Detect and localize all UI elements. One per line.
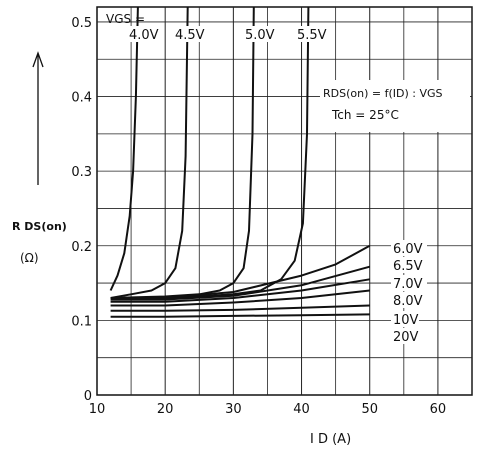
tick-labels: 10 20 30 40 50 60 0 0.1 0.2 0.3 0.4 0.5 — [71, 16, 446, 417]
series-line — [110, 313, 370, 318]
series-label-bg — [391, 292, 427, 308]
series-line — [110, 6, 255, 299]
series-label: 8.0V — [393, 294, 423, 309]
y-tick-label: 0.2 — [71, 240, 92, 255]
series-label-bg — [391, 240, 427, 256]
series-line — [110, 278, 370, 303]
series-label: 5.5V — [297, 28, 327, 43]
annotation-formula: RDS(on) = f(ID) : VGS — [323, 87, 443, 100]
series-label-bg — [295, 26, 331, 42]
y-tick-label: 0.5 — [71, 16, 92, 31]
series-label-bg — [173, 26, 209, 42]
series-line — [110, 265, 370, 301]
x-tick-label: 50 — [361, 402, 378, 417]
x-tick-label: 40 — [293, 402, 310, 417]
y-tick-label: 0 — [84, 389, 92, 404]
y-tick-label: 0.3 — [71, 165, 92, 180]
series-label-bg — [391, 311, 419, 327]
y-axis-label: R DS(on) — [12, 220, 67, 233]
series-label: 6.0V — [393, 242, 423, 257]
series-label-bg — [243, 26, 279, 42]
series-line — [110, 244, 371, 299]
series-label: 20V — [393, 330, 419, 345]
x-tick-label: 30 — [225, 402, 242, 417]
series-label-bg — [391, 257, 427, 273]
y-axis-unit: (Ω) — [20, 251, 39, 265]
series-line — [110, 6, 189, 299]
series-labels: 4.0V 4.5V 5.0V 5.5V 6.0V 6.5V 7.0V 8.0V 10V 20V — [127, 26, 427, 345]
series-label-bg — [391, 275, 427, 291]
series-label: 6.5V — [393, 259, 423, 274]
vgs-header: VGS = — [106, 12, 145, 26]
series-label: 4.5V — [175, 28, 205, 43]
series-line — [109, 6, 139, 291]
series-line — [110, 6, 310, 299]
series-line — [110, 304, 370, 312]
y-axis-arrow — [32, 51, 44, 185]
series-label: 7.0V — [393, 277, 423, 292]
series-label: 10V — [393, 313, 419, 328]
series-line — [110, 289, 370, 307]
x-axis-label: I D (A) — [310, 432, 351, 447]
y-tick-label: 0.1 — [71, 314, 92, 329]
annotation-box — [320, 80, 470, 132]
x-tick-label: 60 — [430, 402, 447, 417]
series-label: 4.0V — [129, 28, 159, 43]
x-tick-label: 10 — [89, 402, 106, 417]
series-label: 5.0V — [245, 28, 275, 43]
y-tick-label: 0.4 — [71, 91, 92, 106]
series-label-bg — [391, 328, 419, 344]
series-label-bg — [127, 26, 163, 42]
series-group — [109, 6, 371, 318]
x-tick-label: 20 — [157, 402, 174, 417]
annotation-temp: Tch = 25°C — [331, 108, 399, 122]
